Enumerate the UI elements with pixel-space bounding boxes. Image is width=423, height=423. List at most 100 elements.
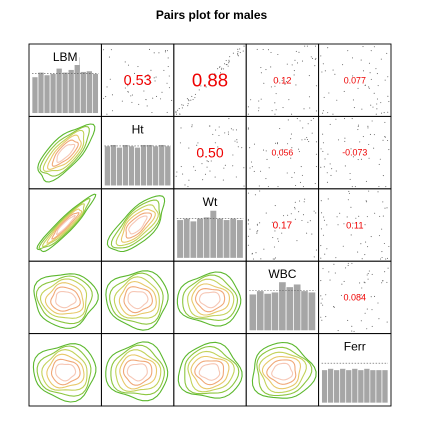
scatter-point <box>127 85 129 87</box>
scatter-point <box>223 68 225 70</box>
scatter-point <box>208 125 210 127</box>
scatter-point <box>255 252 257 254</box>
density-contour <box>44 282 85 315</box>
density-contour <box>177 341 243 399</box>
variable-label-bg <box>199 192 221 210</box>
scatter-point <box>209 79 211 81</box>
scatter-point <box>363 281 365 283</box>
density-contour <box>110 199 161 249</box>
lower-panel-4-0 <box>32 343 97 403</box>
scatter-point <box>237 51 239 53</box>
scatter-point <box>362 45 364 48</box>
scatter-point <box>326 181 329 183</box>
density-contour <box>271 362 294 381</box>
hist-bar <box>43 74 51 114</box>
panel-border <box>28 115 102 190</box>
scatter-point <box>314 182 316 185</box>
chart-title: Pairs plot for males <box>155 8 268 22</box>
scatter-point <box>325 294 327 296</box>
scatter-point <box>247 235 249 237</box>
scatter-point <box>228 62 230 64</box>
scatter-point <box>152 97 154 99</box>
scatter-point <box>347 319 349 321</box>
scatter-point <box>321 212 323 214</box>
density-contour <box>36 193 97 253</box>
scatter-point <box>350 206 352 208</box>
scatter-point <box>373 295 376 298</box>
scatter-point <box>322 63 324 65</box>
scatter-point <box>353 330 355 332</box>
scatter-point <box>313 256 315 258</box>
scatter-point <box>370 236 372 238</box>
scatter-point <box>303 108 305 110</box>
scatter-point <box>266 158 268 161</box>
scatter-point <box>166 50 168 52</box>
scatter-point <box>247 127 249 129</box>
scatter-point <box>314 45 317 47</box>
scatter-point <box>376 98 379 100</box>
hist-bar <box>351 368 359 404</box>
scatter-point <box>182 104 184 106</box>
scatter-point <box>267 186 269 188</box>
scatter-point <box>179 142 181 144</box>
scatter-point <box>294 201 296 203</box>
scatter-point <box>276 143 279 145</box>
hist-bar <box>158 144 166 187</box>
scatter-point <box>371 309 373 311</box>
scatter-point <box>253 143 256 145</box>
scatter-point <box>384 136 387 138</box>
scatter-point <box>265 69 267 71</box>
scatter-point <box>337 139 340 141</box>
scatter-point <box>252 258 255 260</box>
density-contour <box>41 203 85 248</box>
scatter-point <box>148 48 151 51</box>
hist-bar <box>216 218 224 259</box>
hist-bar <box>122 144 129 187</box>
density-contour <box>126 363 148 382</box>
scatter-point <box>221 68 223 70</box>
density-contour <box>190 355 230 390</box>
scatter-point <box>234 140 236 142</box>
scatter-point <box>260 98 262 100</box>
density-contour <box>51 212 80 240</box>
scatter-point <box>260 258 262 260</box>
hist-bar <box>164 145 172 187</box>
scatter-point <box>377 191 379 193</box>
scatter-point <box>286 172 288 174</box>
scatter-point <box>333 306 335 308</box>
scatter-point <box>262 48 264 51</box>
scatter-point <box>378 318 380 320</box>
scatter-point <box>364 254 366 256</box>
scatter-point <box>344 165 346 167</box>
scatter-point <box>377 302 379 304</box>
scatter-point <box>236 141 238 143</box>
scatter-point <box>298 211 300 213</box>
scatter-point <box>351 57 354 59</box>
hist-bar <box>381 369 389 404</box>
scatter-point <box>224 132 226 134</box>
scatter-point <box>322 110 324 112</box>
scatter-point <box>153 52 155 54</box>
scatter-point <box>376 103 378 105</box>
hist-bar <box>236 219 244 259</box>
scatter-point <box>258 107 260 109</box>
scatter-point <box>367 273 369 275</box>
scatter-point <box>329 123 331 125</box>
hist-bar <box>49 73 57 114</box>
scatter-point <box>368 62 371 64</box>
scatter-point <box>313 118 315 120</box>
scatter-point <box>224 164 226 166</box>
density-contour <box>37 123 96 183</box>
scatter-point <box>298 148 300 150</box>
scatter-point <box>332 69 334 71</box>
scatter-point <box>259 190 261 192</box>
scatter-point <box>263 248 265 250</box>
scatter-point <box>352 222 354 224</box>
scatter-point <box>232 129 234 131</box>
hist-bar <box>248 293 257 331</box>
scatter-point <box>347 262 349 264</box>
scatter-point <box>210 160 212 162</box>
scatter-point <box>131 94 133 96</box>
scatter-point <box>376 73 378 75</box>
hist-bar <box>116 146 123 187</box>
